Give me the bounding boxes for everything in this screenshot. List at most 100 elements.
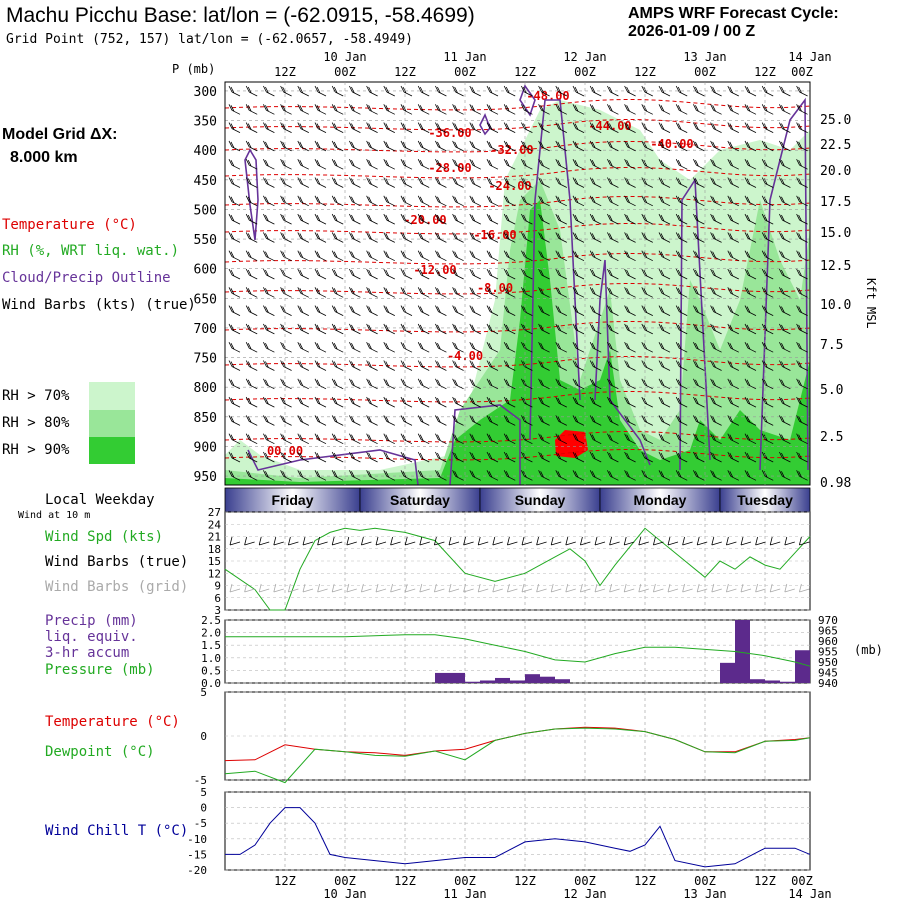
wind-barb [641, 177, 653, 188]
wind-barb [400, 396, 413, 408]
wind-barb [486, 287, 499, 298]
wind-barb [744, 470, 757, 481]
wind-barb [400, 232, 413, 243]
wind-barb [744, 451, 757, 463]
wind-barb [538, 213, 550, 225]
wind-barb [245, 177, 258, 188]
wind-barb [555, 159, 567, 170]
wind-barb [658, 268, 671, 280]
temperature-contour [225, 167, 810, 179]
cloud-outline [594, 259, 651, 466]
bottom-time-tick: 00Z [791, 874, 813, 888]
wind-barb [245, 195, 258, 207]
wind-barb [624, 360, 636, 371]
wind-barb [796, 159, 808, 170]
wind-barb [710, 433, 722, 445]
panel-y-tick: 2.0 [201, 627, 221, 640]
wind-barb [624, 451, 636, 463]
wind-barb [228, 396, 241, 408]
wind-barb [383, 177, 395, 188]
wind-barb [469, 305, 481, 316]
windchill-line [225, 807, 811, 868]
wind-barb [417, 451, 430, 463]
wind-barb [486, 140, 499, 152]
wind-barb [503, 122, 516, 133]
kft-tick-label: 10.0 [820, 298, 851, 313]
wind-barb [366, 250, 378, 262]
wind-barb [555, 396, 567, 408]
top-date-label: 11 Jan [443, 50, 486, 64]
wind-barb-grid [331, 583, 343, 593]
wind-barbs-grid-label: Wind Barbs (grid) [45, 579, 189, 595]
wind-barb-true [331, 536, 343, 546]
wind-barb [486, 268, 499, 280]
wind-barb [366, 140, 378, 152]
wind-barb [693, 470, 705, 481]
wind-barb [263, 287, 275, 298]
wind-barb-grid [653, 583, 664, 593]
wind-barb-true [229, 536, 241, 546]
wind-barb-grid [273, 583, 284, 593]
wind-barb [503, 323, 516, 335]
wind-barb [452, 140, 464, 152]
wind-barb [331, 305, 344, 316]
wind-barb [263, 342, 275, 353]
wind-barb-grid [594, 583, 606, 593]
wind-barb [228, 378, 241, 390]
wind-barb [693, 396, 705, 408]
wind-barb-true [682, 536, 693, 546]
wind-barb [280, 140, 292, 152]
wind-barb [503, 250, 516, 262]
wind-barb [555, 177, 567, 188]
wind-barb [417, 177, 430, 188]
wind-barb [538, 159, 550, 170]
wind-barb [710, 378, 722, 390]
wind-barb [366, 470, 378, 481]
wind-barb [366, 396, 378, 408]
wind-barb [675, 415, 688, 426]
wind-barb [796, 396, 808, 408]
kft-tick-label: 0.98 [820, 476, 851, 491]
wind-barb [675, 268, 688, 280]
wind-barb [589, 140, 602, 152]
wind-barb [658, 85, 671, 97]
precip-label-1: Precip (mm) [45, 613, 138, 629]
wind-barb-true [404, 536, 416, 546]
wind-barb [263, 250, 275, 262]
temperature-contour-label: -32.00 [490, 143, 533, 157]
wind-barb [417, 268, 430, 280]
wind-barb [469, 342, 481, 353]
panel-y-tick: 0.5 [201, 664, 221, 677]
kft-tick-label: 7.5 [820, 338, 843, 353]
wind-barb [589, 433, 602, 445]
wind-barb [538, 140, 550, 152]
pressure-tick-label: 500 [194, 203, 217, 218]
temperature-contour [225, 196, 810, 208]
wind-barb [280, 85, 292, 97]
wind-barb [572, 287, 585, 298]
wind-barb-true [244, 536, 255, 546]
wind-barb [435, 396, 447, 408]
panel-y-tick: -5 [194, 774, 207, 787]
wind-barb [400, 433, 413, 445]
model-grid-label: Model Grid ΔX: [2, 126, 118, 143]
wind-barb [693, 85, 705, 97]
wind-barb [435, 250, 447, 262]
pressure-tick-label: 450 [194, 174, 217, 189]
wind-barb [607, 177, 619, 188]
wind-barb [589, 378, 602, 390]
wind-barb-grid [521, 583, 533, 593]
panel-frame [224, 511, 811, 611]
wind-barb [675, 195, 688, 207]
wind-barb [589, 268, 602, 280]
wind-barb [245, 433, 258, 445]
wind-barb [331, 250, 344, 262]
kft-tick-label: 22.5 [820, 138, 851, 153]
wind-barb [263, 213, 275, 225]
temperature-contour-label: -36.00 [428, 126, 471, 140]
wind-barb [228, 104, 241, 115]
wind-barb [245, 360, 258, 371]
wind-barb [228, 85, 241, 97]
wind-barb [228, 415, 241, 426]
